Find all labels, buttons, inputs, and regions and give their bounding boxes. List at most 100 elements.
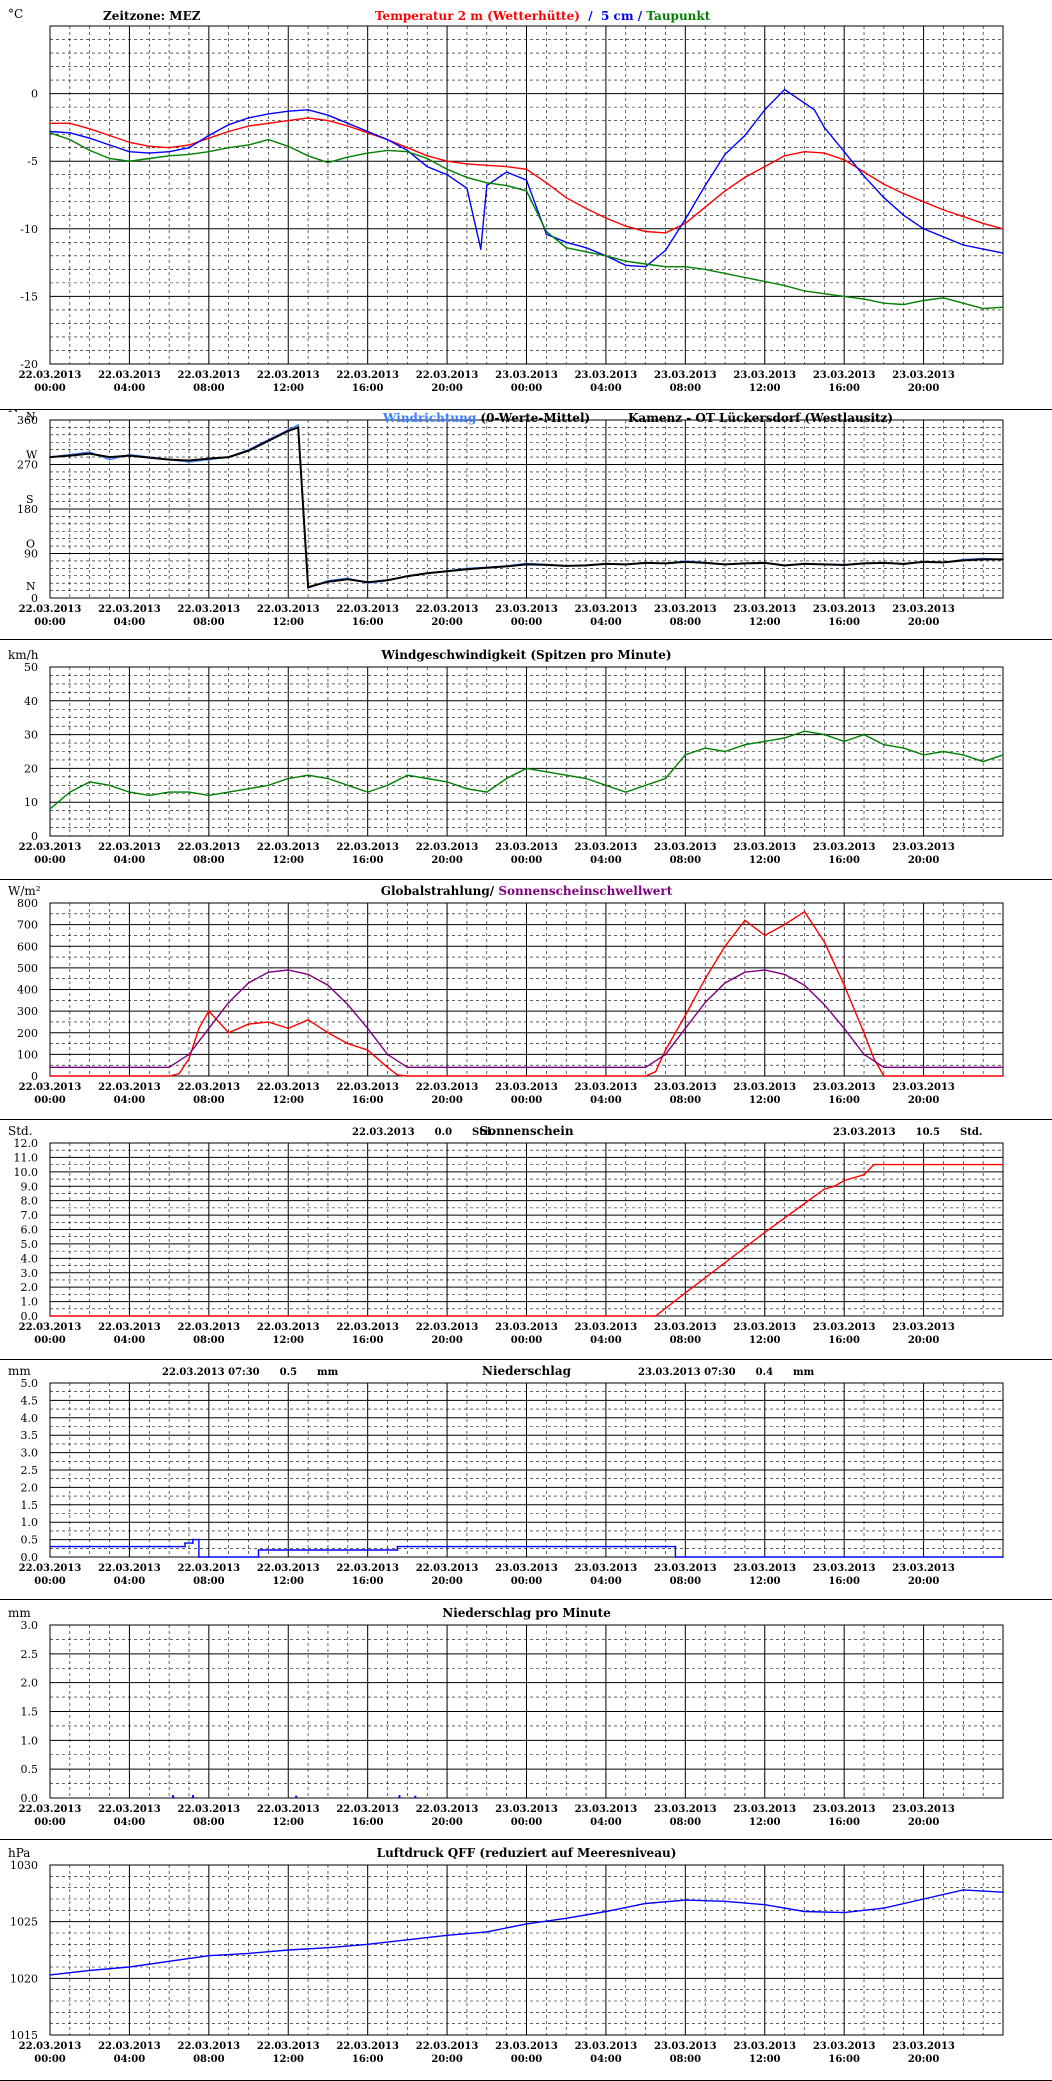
x-tick-time: 16:00 [828, 1335, 860, 1346]
y-tick-label: 1025 [10, 1916, 38, 1929]
y-tick-label: 1.5 [21, 1706, 39, 1719]
data-point [387, 785, 389, 787]
x-tick-date: 23.03.2013 [813, 842, 876, 853]
x-tick-date: 23.03.2013 [495, 1322, 558, 1333]
data-point [724, 154, 726, 156]
x-tick-date: 23.03.2013 [733, 1563, 796, 1574]
data-point [873, 1164, 875, 1166]
data-point [903, 214, 905, 216]
data-point [724, 945, 726, 947]
data-point [804, 1911, 806, 1913]
panel-global_radiation: 8007006005004003002001000W/m² Globalstrah… [0, 880, 1052, 1120]
data-point [704, 562, 706, 564]
right_summary-unit: Std. [960, 1127, 982, 1138]
x-tick-date: 22.03.2013 [336, 370, 399, 381]
data-point [724, 564, 726, 566]
x-tick-time: 04:00 [114, 1576, 146, 1587]
data-point [168, 147, 170, 149]
data-point [148, 146, 150, 148]
panel-sunshine: 12.011.010.09.08.07.06.05.04.03.02.01.00… [0, 1120, 1052, 1360]
data-point [198, 1539, 200, 1541]
data-point [248, 125, 250, 127]
data-point [526, 1075, 528, 1077]
x-tick-time: 04:00 [590, 1335, 622, 1346]
x-tick-date: 23.03.2013 [813, 1804, 876, 1815]
y-tick-label: 400 [17, 984, 38, 997]
data-point [168, 155, 170, 157]
title-part: Globalstrahlung/ [381, 884, 499, 898]
x-tick-date: 22.03.2013 [336, 1563, 399, 1574]
data-point [982, 559, 984, 561]
x-tick-time: 16:00 [828, 383, 860, 394]
data-point [327, 778, 329, 780]
data-point [367, 791, 369, 793]
x-tick-time: 00:00 [511, 1095, 543, 1106]
x-tick-time: 12:00 [749, 2054, 781, 2065]
x-tick-time: 16:00 [828, 2054, 860, 2065]
x-tick-date: 22.03.2013 [98, 370, 161, 381]
x-tick-time: 16:00 [352, 383, 384, 394]
x-tick-date: 23.03.2013 [892, 370, 955, 381]
data-point [49, 808, 51, 810]
data-point [873, 1058, 875, 1060]
data-point [268, 1021, 270, 1023]
y-tick-label: 1.0 [21, 1734, 39, 1747]
data-point [883, 744, 885, 746]
data-point [645, 785, 647, 787]
data-point [1002, 1075, 1004, 1077]
x-tick-date: 23.03.2013 [733, 2041, 796, 2052]
x-tick-time: 00:00 [511, 855, 543, 866]
x-tick-date: 23.03.2013 [892, 2041, 955, 2052]
data-point [685, 266, 687, 268]
data-point [188, 147, 190, 149]
x-tick-date: 23.03.2013 [495, 370, 558, 381]
x-tick-date: 22.03.2013 [98, 2041, 161, 2052]
data-point [704, 978, 706, 980]
panel-precipitation: 5.04.54.03.53.02.52.01.51.00.50.0mm Niede… [0, 1360, 1052, 1600]
data-point [192, 1542, 194, 1544]
data-point [843, 151, 845, 153]
data-point [188, 1054, 190, 1056]
data-point [883, 562, 885, 564]
data-point [387, 579, 389, 581]
x-tick-date: 22.03.2013 [336, 1804, 399, 1815]
data-point [407, 151, 409, 153]
x-tick-time: 08:00 [670, 1095, 702, 1106]
data-point [367, 1028, 369, 1030]
x-tick-time: 20:00 [908, 1817, 940, 1828]
y-tick-label: 2.0 [21, 1677, 39, 1690]
data-point [883, 1075, 885, 1077]
y-tick-label: 12.0 [14, 1137, 39, 1150]
right_summary-value: 0.4 [756, 1367, 773, 1378]
x-tick-date: 22.03.2013 [416, 604, 479, 615]
x-tick-time: 12:00 [749, 855, 781, 866]
data-point [863, 1174, 865, 1176]
x-tick-date: 23.03.2013 [654, 1563, 717, 1574]
data-point [387, 139, 389, 141]
data-point [480, 248, 482, 250]
chart-title: Luftdruck QFF (reduziert auf Meeresnivea… [377, 1846, 677, 1860]
unit-label: mm [8, 1606, 31, 1620]
title-part: 5 cm [601, 9, 634, 23]
left_summary: 22.03.2013 0.0 Std. [352, 1127, 494, 1138]
data-point [605, 217, 607, 219]
data-point [129, 160, 131, 162]
x-tick-date: 23.03.2013 [813, 604, 876, 615]
data-point [704, 185, 706, 187]
x-tick-date: 22.03.2013 [336, 2041, 399, 2052]
y-tick-label: 0 [31, 88, 38, 101]
data-point [89, 453, 91, 455]
data-point [486, 185, 488, 187]
x-tick-time: 00:00 [511, 2054, 543, 2065]
y-tick-label: 3.0 [21, 1447, 39, 1460]
unit-label: °C [8, 7, 23, 21]
data-point [347, 156, 349, 158]
x-tick-date: 23.03.2013 [813, 1322, 876, 1333]
x-tick-time: 08:00 [670, 383, 702, 394]
data-point [327, 581, 329, 583]
timezone-label: Zeitzone: MEZ [103, 9, 201, 23]
x-tick-date: 22.03.2013 [178, 842, 241, 853]
data-point [645, 562, 647, 564]
y-tick-label: 5.0 [21, 1377, 39, 1390]
